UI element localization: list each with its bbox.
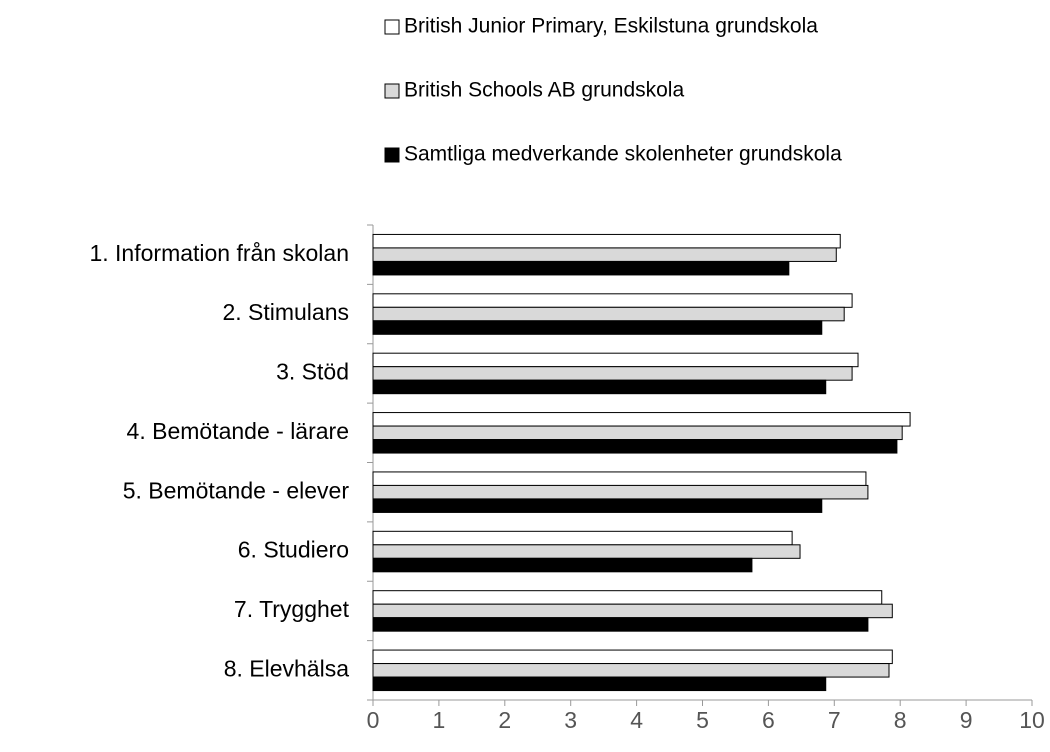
category-label: 7. Trygghet xyxy=(234,596,350,622)
x-tick-label: 5 xyxy=(696,707,709,733)
x-tick-label: 6 xyxy=(762,707,775,733)
bar xyxy=(372,676,827,692)
bar xyxy=(372,352,859,368)
bar xyxy=(372,471,867,486)
x-tick-label: 2 xyxy=(498,707,511,733)
bar xyxy=(372,439,898,454)
x-tick-label: 10 xyxy=(1019,707,1045,733)
category-label: 4. Bemötande - lärare xyxy=(127,418,349,444)
bar xyxy=(372,498,823,513)
category-label: 5. Bemötande - elever xyxy=(123,477,350,503)
legend-swatch xyxy=(384,19,400,35)
bar xyxy=(372,530,793,546)
legend-label: British Schools AB grundskola xyxy=(404,79,684,102)
bar xyxy=(372,603,893,619)
x-tick-label: 3 xyxy=(564,707,577,733)
bar xyxy=(372,233,841,249)
x-tick-label: 8 xyxy=(894,707,907,733)
x-tick-label: 4 xyxy=(630,707,643,733)
bar xyxy=(372,544,801,559)
bar xyxy=(372,484,869,500)
legend-swatch xyxy=(384,83,400,99)
bar xyxy=(372,557,753,573)
bar xyxy=(372,663,890,678)
legend-label: Samtliga medverkande skolenheter grundsk… xyxy=(404,143,842,166)
category-label: 3. Stöd xyxy=(276,359,349,385)
bar xyxy=(372,306,845,322)
bar xyxy=(372,425,903,441)
bar xyxy=(372,617,869,632)
x-tick-label: 9 xyxy=(960,707,973,733)
x-tick-label: 0 xyxy=(367,707,380,733)
category-label: 2. Stimulans xyxy=(222,299,349,325)
bar xyxy=(372,366,853,381)
category-label: 6. Studiero xyxy=(238,537,349,563)
category-label: 1. Information från skolan xyxy=(89,240,349,266)
category-label: 8. Elevhälsa xyxy=(224,655,350,681)
bar xyxy=(372,379,827,395)
x-tick-label: 7 xyxy=(828,707,841,733)
legend-swatch xyxy=(384,147,400,163)
bar xyxy=(372,260,790,276)
bar xyxy=(372,247,837,262)
x-tick-label: 1 xyxy=(433,707,446,733)
bar xyxy=(372,293,853,308)
bar xyxy=(372,412,911,427)
bar xyxy=(372,649,893,665)
bar xyxy=(372,590,883,605)
legend-label: British Junior Primary, Eskilstuna grund… xyxy=(404,15,818,38)
bar xyxy=(372,320,823,335)
